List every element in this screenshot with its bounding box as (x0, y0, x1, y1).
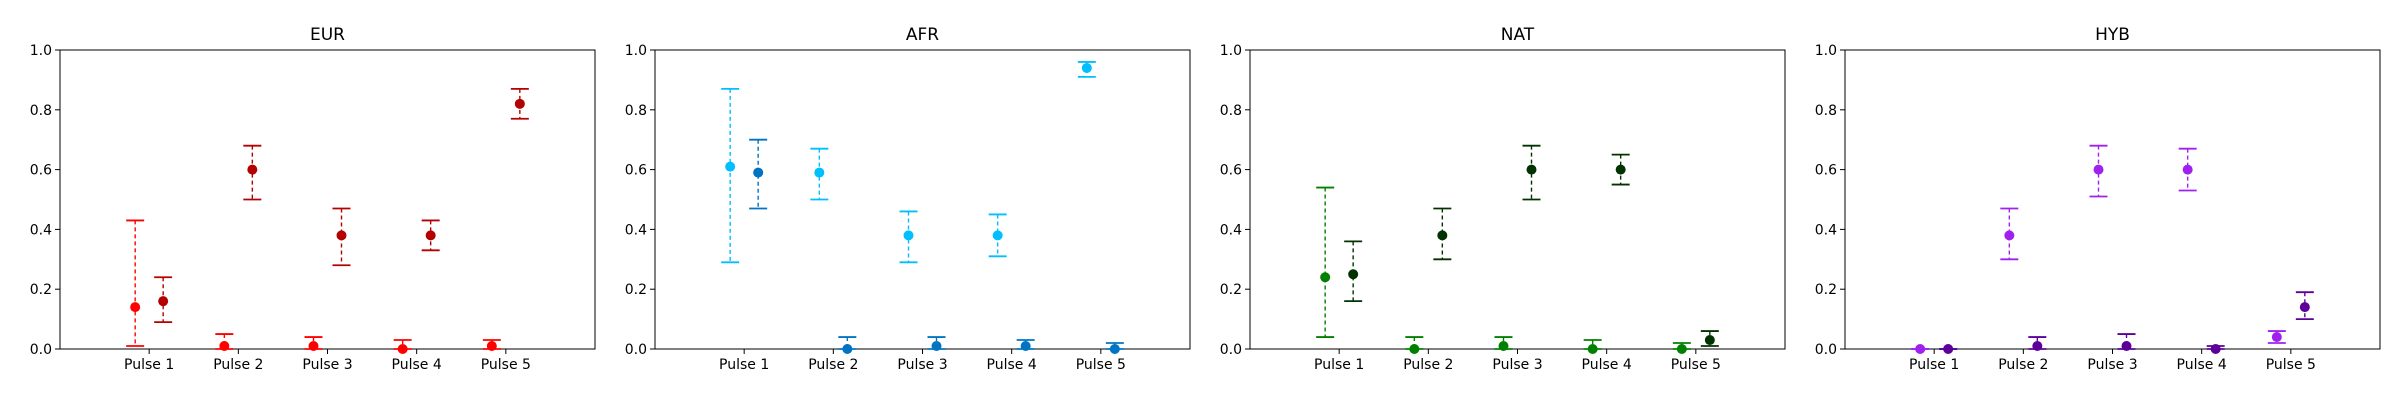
data-point (1020, 341, 1031, 352)
data-point (425, 230, 436, 241)
y-tick-label: 0.8 (1815, 103, 1837, 119)
y-tick-label: 0.0 (1220, 342, 1242, 358)
data-point (1437, 230, 1448, 241)
data-point (219, 341, 230, 352)
data-point (247, 164, 258, 175)
y-tick-label: 0.2 (1220, 282, 1242, 298)
data-point (2271, 332, 2282, 343)
y-tick-label: 1.0 (1815, 43, 1837, 59)
data-point (397, 344, 408, 354)
data-point (903, 230, 914, 241)
x-tick-label: Pulse 2 (213, 357, 263, 373)
data-point (1587, 344, 1598, 354)
chart-title: HYB (2095, 25, 2130, 45)
x-tick-label: Pulse 1 (124, 357, 174, 373)
chart-panel-afr: AFR 0.0 0.2 0.4 0.6 0.8 1.0 Pulse 1 Pulse 2 Pulse… (625, 25, 1191, 373)
data-point (1704, 335, 1715, 346)
y-tick-label: 0.6 (1815, 163, 1837, 179)
data-point (2004, 230, 2015, 241)
data-point (2210, 344, 2221, 354)
y-tick-label: 0.2 (30, 282, 52, 298)
data-point (308, 341, 319, 352)
data-point (1615, 164, 1626, 175)
y-tick-label: 0.2 (625, 282, 647, 298)
y-tick-label: 0.6 (30, 163, 52, 179)
x-tick-label: Pulse 4 (2177, 357, 2227, 373)
x-tick-label: Pulse 3 (2087, 357, 2137, 373)
x-tick-label: Pulse 3 (302, 357, 352, 373)
chart-panel-eur: EUR 0.0 0.2 0.4 0.6 0.8 1.0 Pulse 1 Pulse 2 Pulse… (30, 25, 596, 373)
x-tick-label: Pulse 5 (1076, 357, 1126, 373)
data-point (1498, 341, 1509, 352)
data-point (753, 167, 764, 178)
data-point (2121, 341, 2132, 352)
y-tick-label: 0.8 (30, 103, 52, 119)
x-tick-label: Pulse 3 (1492, 357, 1542, 373)
y-tick-label: 0.4 (625, 222, 647, 238)
data-point (1915, 344, 1926, 354)
data-point (514, 98, 525, 109)
y-tick-label: 0.6 (625, 163, 647, 179)
y-tick-label: 1.0 (1220, 43, 1242, 59)
data-point (1320, 272, 1331, 283)
chart-title: NAT (1501, 25, 1535, 45)
y-tick-label: 0.4 (1815, 222, 1837, 238)
x-tick-label: Pulse 1 (719, 357, 769, 373)
data-point (814, 167, 825, 178)
x-tick-label: Pulse 1 (1909, 357, 1959, 373)
axes-frame (1844, 49, 2381, 350)
chart-panel-nat: NAT 0.0 0.2 0.4 0.6 0.8 1.0 Pulse 1 Pulse 2 Pulse… (1220, 25, 1786, 373)
x-tick-label: Pulse 2 (1998, 357, 2048, 373)
x-tick-label: Pulse 2 (1403, 357, 1453, 373)
chart-title: EUR (310, 25, 345, 45)
y-tick-label: 0.2 (1815, 282, 1837, 298)
x-tick-label: Pulse 5 (481, 357, 531, 373)
data-point (2032, 341, 2043, 352)
y-tick-label: 1.0 (30, 43, 52, 59)
data-point (725, 161, 736, 172)
data-point (2182, 164, 2193, 175)
x-tick-label: Pulse 5 (2266, 357, 2316, 373)
x-tick-label: Pulse 5 (1671, 357, 1721, 373)
y-tick-label: 0.8 (625, 103, 647, 119)
data-point (130, 302, 141, 313)
data-point (336, 230, 347, 241)
chart-title: AFR (906, 25, 939, 45)
axes-frame (59, 49, 596, 350)
y-tick-label: 0.0 (30, 342, 52, 358)
data-point (1109, 344, 1120, 354)
y-tick-label: 0.4 (30, 222, 52, 238)
y-tick-label: 0.4 (1220, 222, 1242, 238)
y-tick-label: 1.0 (625, 43, 647, 59)
chart-panel-hyb: HYB 0.0 0.2 0.4 0.6 0.8 1.0 Pulse 1 Pulse 2 Pulse… (1815, 25, 2381, 373)
data-point (1676, 344, 1687, 354)
x-tick-label: Pulse 3 (897, 357, 947, 373)
data-point (931, 341, 942, 352)
x-tick-label: Pulse 1 (1314, 357, 1364, 373)
x-tick-label: Pulse 4 (1582, 357, 1632, 373)
data-point (992, 230, 1003, 241)
axes-frame (654, 49, 1191, 350)
data-point (842, 344, 853, 354)
x-tick-label: Pulse 4 (987, 357, 1037, 373)
data-point (2299, 302, 2310, 313)
data-point (1409, 344, 1420, 354)
data-point (2093, 164, 2104, 175)
y-tick-label: 0.0 (625, 342, 647, 358)
data-point (1081, 62, 1092, 73)
data-point (1348, 269, 1359, 280)
y-tick-label: 0.6 (1220, 163, 1242, 179)
axes-frame (1249, 49, 1786, 350)
data-point (1526, 164, 1537, 175)
y-tick-label: 0.8 (1220, 103, 1242, 119)
data-point (158, 296, 169, 307)
x-tick-label: Pulse 4 (392, 357, 442, 373)
data-point (486, 341, 497, 352)
x-tick-label: Pulse 2 (808, 357, 858, 373)
data-point (1943, 344, 1954, 354)
y-tick-label: 0.0 (1815, 342, 1837, 358)
